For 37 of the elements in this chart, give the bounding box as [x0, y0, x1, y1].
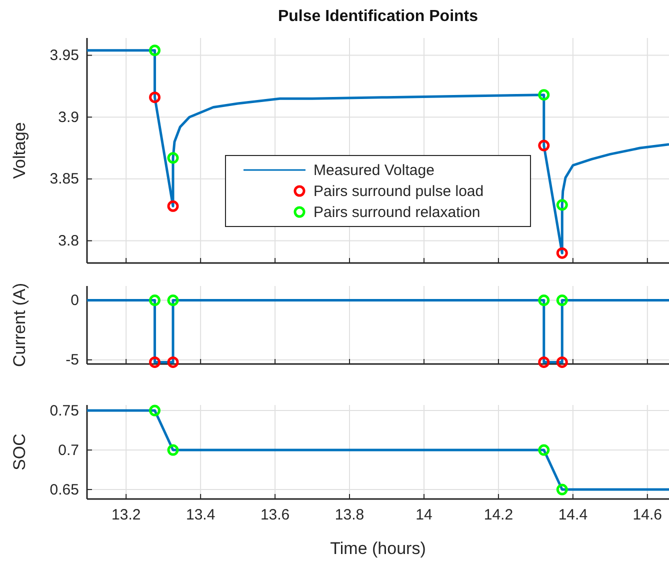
y-tick-label: 0.75: [50, 402, 79, 420]
point: [538, 89, 550, 101]
y-tick-label: 0.65: [50, 481, 79, 498]
x-tick-label: 13.8: [334, 506, 364, 524]
chart-title: Pulse Identification Points: [278, 8, 478, 25]
point: [538, 140, 550, 152]
point: [167, 200, 179, 212]
y-tick-label: 3.9: [58, 108, 79, 126]
x-axis-title: Time (hours): [330, 539, 426, 558]
y-tick-label: 0: [70, 292, 79, 310]
point: [149, 404, 161, 416]
x-tick-label: 13.6: [260, 506, 290, 524]
legend-label: Measured Voltage: [314, 162, 434, 179]
y-tick-label: -5: [66, 352, 79, 369]
legend-label: Pairs surround relaxation: [314, 204, 480, 221]
y-tick-label: 3.95: [50, 47, 79, 64]
point: [149, 44, 161, 56]
point: [167, 444, 179, 456]
legend-label: Pairs surround pulse load: [314, 183, 484, 200]
x-tick-label: 14.6: [632, 506, 662, 524]
point: [538, 444, 550, 456]
point: [556, 199, 568, 211]
x-tick-label: 14: [416, 506, 432, 524]
y-axis-title: Current (A): [10, 282, 29, 368]
point: [556, 247, 568, 259]
x-tick-label: 14.2: [484, 506, 514, 524]
y-tick-label: 3.85: [50, 170, 79, 188]
y-tick-label: 3.8: [58, 232, 79, 250]
x-tick-label: 13.4: [186, 506, 216, 524]
point: [167, 152, 179, 164]
point: [149, 92, 161, 104]
y-axis-title: SOC: [10, 434, 29, 470]
y-axis-title: Voltage: [10, 122, 29, 179]
x-tick-label: 14.4: [558, 506, 588, 524]
y-tick-label: 0.7: [58, 442, 79, 459]
point: [556, 484, 568, 496]
x-tick-label: 13.2: [111, 506, 141, 524]
